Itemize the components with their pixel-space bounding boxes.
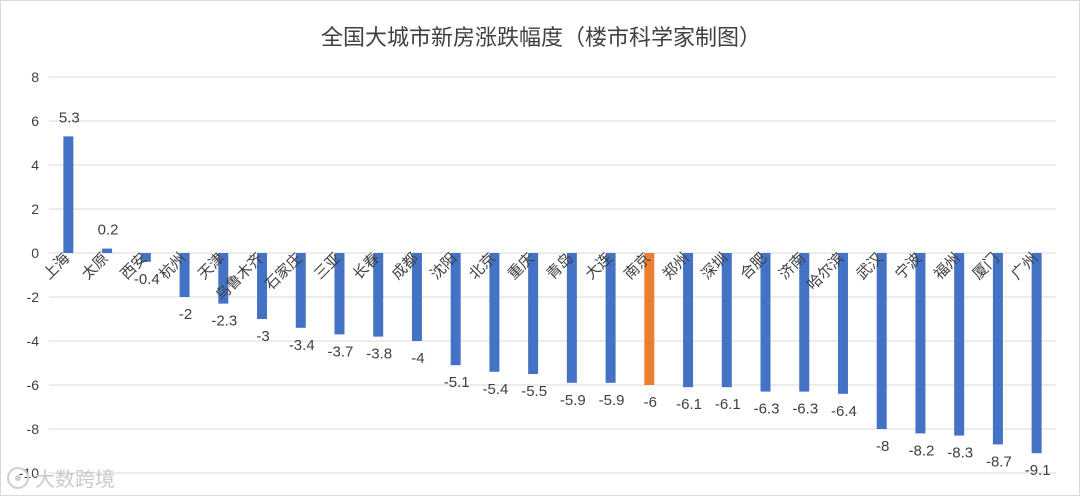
- bar-重庆: [528, 253, 539, 374]
- bar-青岛: [566, 253, 577, 383]
- data-label: -4: [411, 350, 424, 367]
- bar-沈阳: [450, 253, 461, 366]
- chart-title: 全国大城市新房涨跌幅度（楼市科学家制图）: [321, 26, 761, 51]
- data-label: -3.7: [328, 343, 354, 360]
- bar-厦门: [992, 253, 1003, 445]
- data-label: -6.1: [715, 396, 741, 413]
- bar-合肥: [760, 253, 771, 392]
- data-label: -6.1: [676, 396, 702, 413]
- data-label: -9.1: [1025, 462, 1051, 479]
- bar-郑州: [683, 253, 694, 388]
- x-category-label: 太原: [78, 249, 112, 283]
- watermark: 大数跨境: [7, 463, 115, 492]
- bar-哈尔滨: [837, 253, 848, 394]
- y-tick-label: -8: [27, 421, 40, 437]
- data-label: -2: [179, 306, 192, 323]
- bar-福州: [954, 253, 965, 436]
- data-label: -6.3: [754, 401, 780, 418]
- bar-乌鲁木齐: [257, 253, 268, 319]
- data-label: -3.8: [366, 346, 392, 363]
- data-label: -5.4: [482, 381, 508, 398]
- bar-长春: [373, 253, 384, 337]
- bar-大连: [605, 253, 616, 383]
- y-tick-label: -2: [27, 289, 40, 305]
- y-tick-label: 2: [31, 201, 39, 217]
- bars: [63, 136, 1042, 454]
- bar-成都: [411, 253, 422, 341]
- weibo-logo-icon: [7, 466, 29, 489]
- data-label: -5.5: [521, 383, 547, 400]
- bar-深圳: [721, 253, 732, 388]
- data-label: -3: [256, 328, 269, 345]
- bar-太原: [102, 248, 113, 253]
- data-label: -8: [876, 438, 889, 455]
- bar-宁波: [915, 253, 926, 434]
- data-label: 0.2: [98, 222, 119, 239]
- data-label: -8.7: [986, 453, 1012, 470]
- bar-武汉: [876, 253, 887, 429]
- data-label: 5.3: [59, 109, 80, 126]
- y-tick-label: -4: [27, 333, 40, 349]
- data-label: -5.9: [560, 392, 586, 409]
- bar-北京: [489, 253, 500, 372]
- bar-济南: [799, 253, 810, 392]
- y-tick-label: 4: [31, 157, 39, 173]
- y-tick-label: 8: [31, 69, 39, 85]
- x-axis-labels: 上海 太原 西安 杭州 天津乌鲁木齐石家庄 三亚 长春 成都 沈阳 北京 重庆 青岛 大连 南京 郑州 深圳合…: [39, 249, 1041, 304]
- bar-西安: [140, 253, 151, 262]
- bar-上海: [63, 136, 74, 253]
- y-tick-label: -6: [27, 377, 40, 393]
- data-label: -6.3: [792, 401, 818, 418]
- data-label: -6: [644, 394, 657, 411]
- data-label: -8.3: [947, 445, 973, 462]
- data-label: -5.1: [444, 374, 470, 391]
- bar-天津: [218, 253, 229, 304]
- data-label: -0.4: [134, 271, 160, 288]
- data-label: -6.4: [831, 403, 857, 420]
- x-category-label: 上海: [39, 249, 73, 283]
- y-tick-label: 6: [31, 113, 39, 129]
- bar-三亚: [334, 253, 345, 335]
- bar-广州: [1031, 253, 1042, 454]
- data-label: -8.2: [909, 442, 935, 459]
- bar-石家庄: [295, 253, 306, 328]
- data-label: -3.4: [289, 337, 315, 354]
- data-label: -2.3: [211, 313, 237, 330]
- watermark-text: 大数跨境: [35, 467, 115, 491]
- bar-杭州: [179, 253, 190, 297]
- y-tick-label: 0: [31, 245, 39, 261]
- data-labels: 5.3 0.2 -0.4 -2 -2.3 -3 -3.4 -3.7 -3.8 -4 -5.1 -5.4…: [59, 109, 1051, 479]
- bar-南京: [644, 253, 655, 385]
- data-label: -5.9: [599, 392, 625, 409]
- gridlines: [49, 76, 1056, 474]
